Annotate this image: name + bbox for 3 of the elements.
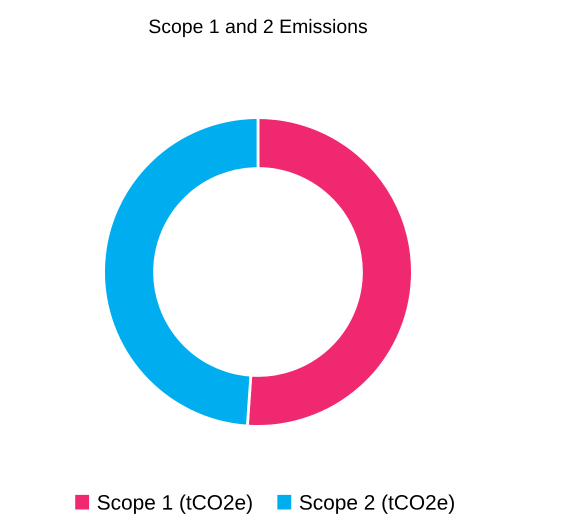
legend-label: Scope 1 (tCO2e) [98, 494, 252, 514]
legend-label: Scope 2 (tCO2e) [300, 494, 454, 514]
chart-title: Scope 1 and 2 Emissions [149, 18, 368, 38]
